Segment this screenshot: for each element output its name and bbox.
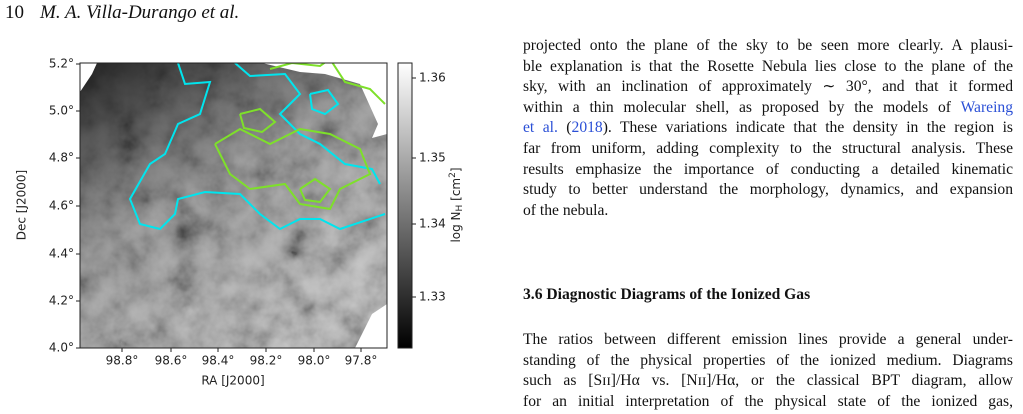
colorbar-tick-label: 1.35 bbox=[419, 151, 446, 165]
text-line: for an initial interpretation of the phy… bbox=[523, 392, 1013, 410]
colorbar bbox=[397, 62, 413, 349]
x-tick-label: 98.4° bbox=[202, 354, 235, 368]
y-tick-label: 4.6° bbox=[49, 199, 74, 213]
y-axis-label: Dec [J2000] bbox=[15, 170, 29, 240]
map-image bbox=[80, 63, 387, 348]
colorbar-label-part: ] bbox=[449, 167, 463, 172]
text-line: The ratios between different emission li… bbox=[523, 331, 1013, 348]
x-tick-label: 97.8° bbox=[345, 354, 378, 368]
section-heading: 3.6 Diagnostic Diagrams of the Ionized G… bbox=[523, 286, 811, 303]
y-tick-label: 5.2° bbox=[49, 57, 74, 71]
colorbar-label-part: [cm bbox=[449, 178, 463, 205]
citation-link[interactable]: 2018 bbox=[571, 119, 603, 137]
y-tick-label: 5.0° bbox=[49, 104, 74, 118]
paragraph: The ratios between different emission li… bbox=[523, 330, 1013, 412]
x-axis-label: RA [J2000] bbox=[201, 374, 264, 388]
text-line: standing of the physical properties of t… bbox=[523, 351, 1013, 369]
y-tick-label: 4.8° bbox=[49, 151, 74, 165]
colorbar-tick-label: 1.36 bbox=[419, 71, 446, 85]
text-line: such as [Sɪɪ]/Hα vs. [Nɪɪ]/Hα, or the cl… bbox=[523, 372, 1013, 390]
x-tick-label: 98.6° bbox=[155, 354, 188, 368]
text-line: projected onto the plane of the sky to b… bbox=[523, 37, 1013, 54]
page-number: 10 bbox=[5, 2, 24, 23]
text: ). These variations indicate that the de… bbox=[602, 119, 1013, 137]
x-tick-label: 98.2° bbox=[250, 354, 283, 368]
text-line: within a thin molecular shell, as propos… bbox=[523, 98, 1013, 119]
paragraph: projected onto the plane of the sky to b… bbox=[523, 36, 1013, 221]
x-tick-label: 98.8° bbox=[106, 354, 139, 368]
text-line: far from uniform, adding complexity to t… bbox=[523, 139, 1013, 157]
colorbar-label-part: 2 bbox=[448, 172, 458, 178]
colorbar-tick-label: 1.33 bbox=[419, 290, 446, 304]
text: within a thin molecular shell, as propos… bbox=[523, 98, 961, 116]
y-tick-label: 4.2° bbox=[49, 294, 74, 308]
y-tick-label: 4.4° bbox=[49, 247, 74, 261]
text-line: sky, with an inclination of approximatel… bbox=[523, 78, 1013, 96]
text-line: study to better understand the morpholog… bbox=[523, 181, 1013, 199]
colorbar-tick-label: 1.34 bbox=[419, 217, 446, 231]
running-head: M. A. Villa-Durango et al. bbox=[40, 2, 240, 23]
colorbar-label-part: H bbox=[455, 205, 465, 212]
colorbar-label-part: log N bbox=[449, 211, 463, 242]
citation-link[interactable]: Wareing bbox=[960, 98, 1013, 116]
x-tick-label: 98.0° bbox=[298, 354, 331, 368]
text-line: et al. (2018). These variations indicate… bbox=[523, 119, 1013, 137]
citation-link[interactable]: et al. bbox=[523, 119, 558, 137]
y-tick-label: 4.0° bbox=[49, 341, 74, 355]
text-line: results emphasize the importance of cond… bbox=[523, 160, 1013, 178]
text-line: of the nebula. bbox=[523, 201, 609, 219]
colorbar-label: log NH [cm2] bbox=[448, 167, 465, 242]
figure: 5.2° 5.0° 4.8° 4.6° 4.4° 4.2° 4.0° 98.8° 98.6° 98… bbox=[15, 57, 465, 388]
text-line: ble explanation is that the Rosette Nebu… bbox=[523, 57, 1013, 75]
